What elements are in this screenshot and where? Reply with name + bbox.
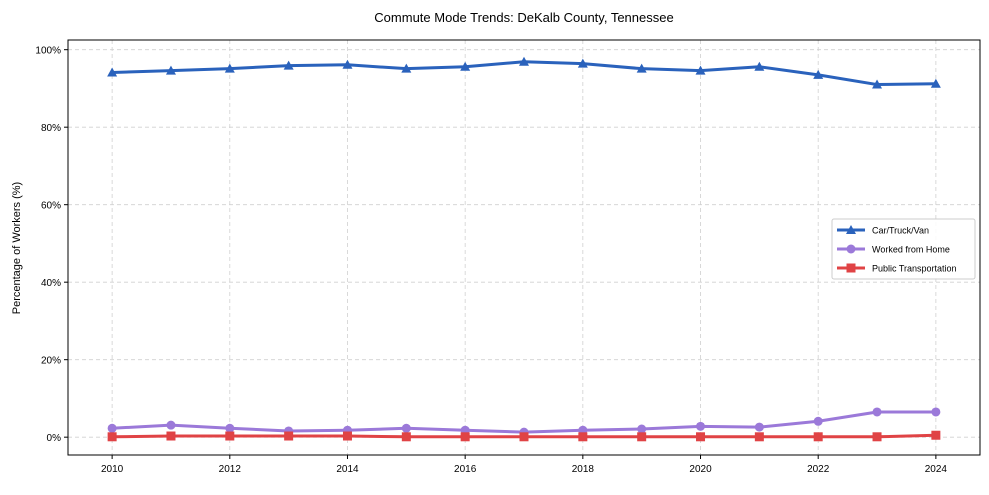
y-tick-label: 20% xyxy=(41,356,61,367)
data-point xyxy=(342,59,353,69)
data-point xyxy=(519,56,529,66)
x-tick-label: 2020 xyxy=(689,464,712,475)
data-point xyxy=(401,63,412,73)
data-point xyxy=(696,432,706,442)
data-point xyxy=(460,432,470,442)
data-point xyxy=(107,432,117,442)
legend-label: Public Transportation xyxy=(872,264,957,274)
data-point xyxy=(284,431,294,441)
chart-title: Commute Mode Trends: DeKalb County, Tenn… xyxy=(374,10,673,25)
data-point xyxy=(519,432,529,442)
y-tick-label: 0% xyxy=(47,433,62,444)
data-point xyxy=(637,432,647,442)
data-point xyxy=(166,431,176,441)
y-tick-label: 60% xyxy=(41,201,61,212)
data-point xyxy=(754,61,765,71)
data-point xyxy=(872,432,882,442)
data-point xyxy=(813,432,823,442)
data-point xyxy=(754,422,764,432)
plot-frame xyxy=(67,39,981,456)
data-point xyxy=(637,424,647,434)
data-point xyxy=(930,78,941,88)
x-tick-label: 2018 xyxy=(572,464,595,475)
x-tick-label: 2022 xyxy=(807,464,830,475)
legend-label: Car/Truck/Van xyxy=(872,226,929,236)
data-point xyxy=(696,421,706,431)
x-tick-label: 2016 xyxy=(454,464,477,475)
data-point xyxy=(931,407,941,417)
legend: Car/Truck/Van Worked from Home Public Tran… xyxy=(831,218,976,280)
y-axis-label: Percentage of Workers (%) xyxy=(11,182,23,314)
data-point xyxy=(460,61,471,71)
data-point xyxy=(225,423,235,433)
data-point xyxy=(225,431,235,441)
legend-label: Worked from Home xyxy=(872,245,950,255)
y-tick-label: 80% xyxy=(41,123,61,134)
data-point xyxy=(813,69,824,79)
data-point xyxy=(695,65,706,75)
data-point xyxy=(813,416,823,426)
data-point xyxy=(342,431,352,441)
data-point xyxy=(165,65,176,75)
data-point xyxy=(636,63,647,73)
x-tick-label: 2014 xyxy=(336,464,359,475)
y-tick-label: 100% xyxy=(35,46,61,57)
data-point xyxy=(872,79,883,89)
x-tick-label: 2010 xyxy=(101,464,124,475)
data-point xyxy=(754,432,764,442)
x-tick-label: 2024 xyxy=(925,464,948,475)
data-point xyxy=(872,407,882,417)
data-point xyxy=(107,423,117,433)
data-point xyxy=(401,432,411,442)
data-point xyxy=(931,430,941,440)
x-tick-label: 2012 xyxy=(219,464,242,475)
data-point xyxy=(401,423,411,433)
legend-box xyxy=(831,218,976,280)
data-point xyxy=(577,58,588,68)
data-point xyxy=(283,60,294,70)
data-point xyxy=(166,420,176,430)
data-point xyxy=(107,67,118,77)
data-point xyxy=(578,432,588,442)
data-point xyxy=(224,63,235,73)
y-tick-label: 40% xyxy=(41,278,61,289)
